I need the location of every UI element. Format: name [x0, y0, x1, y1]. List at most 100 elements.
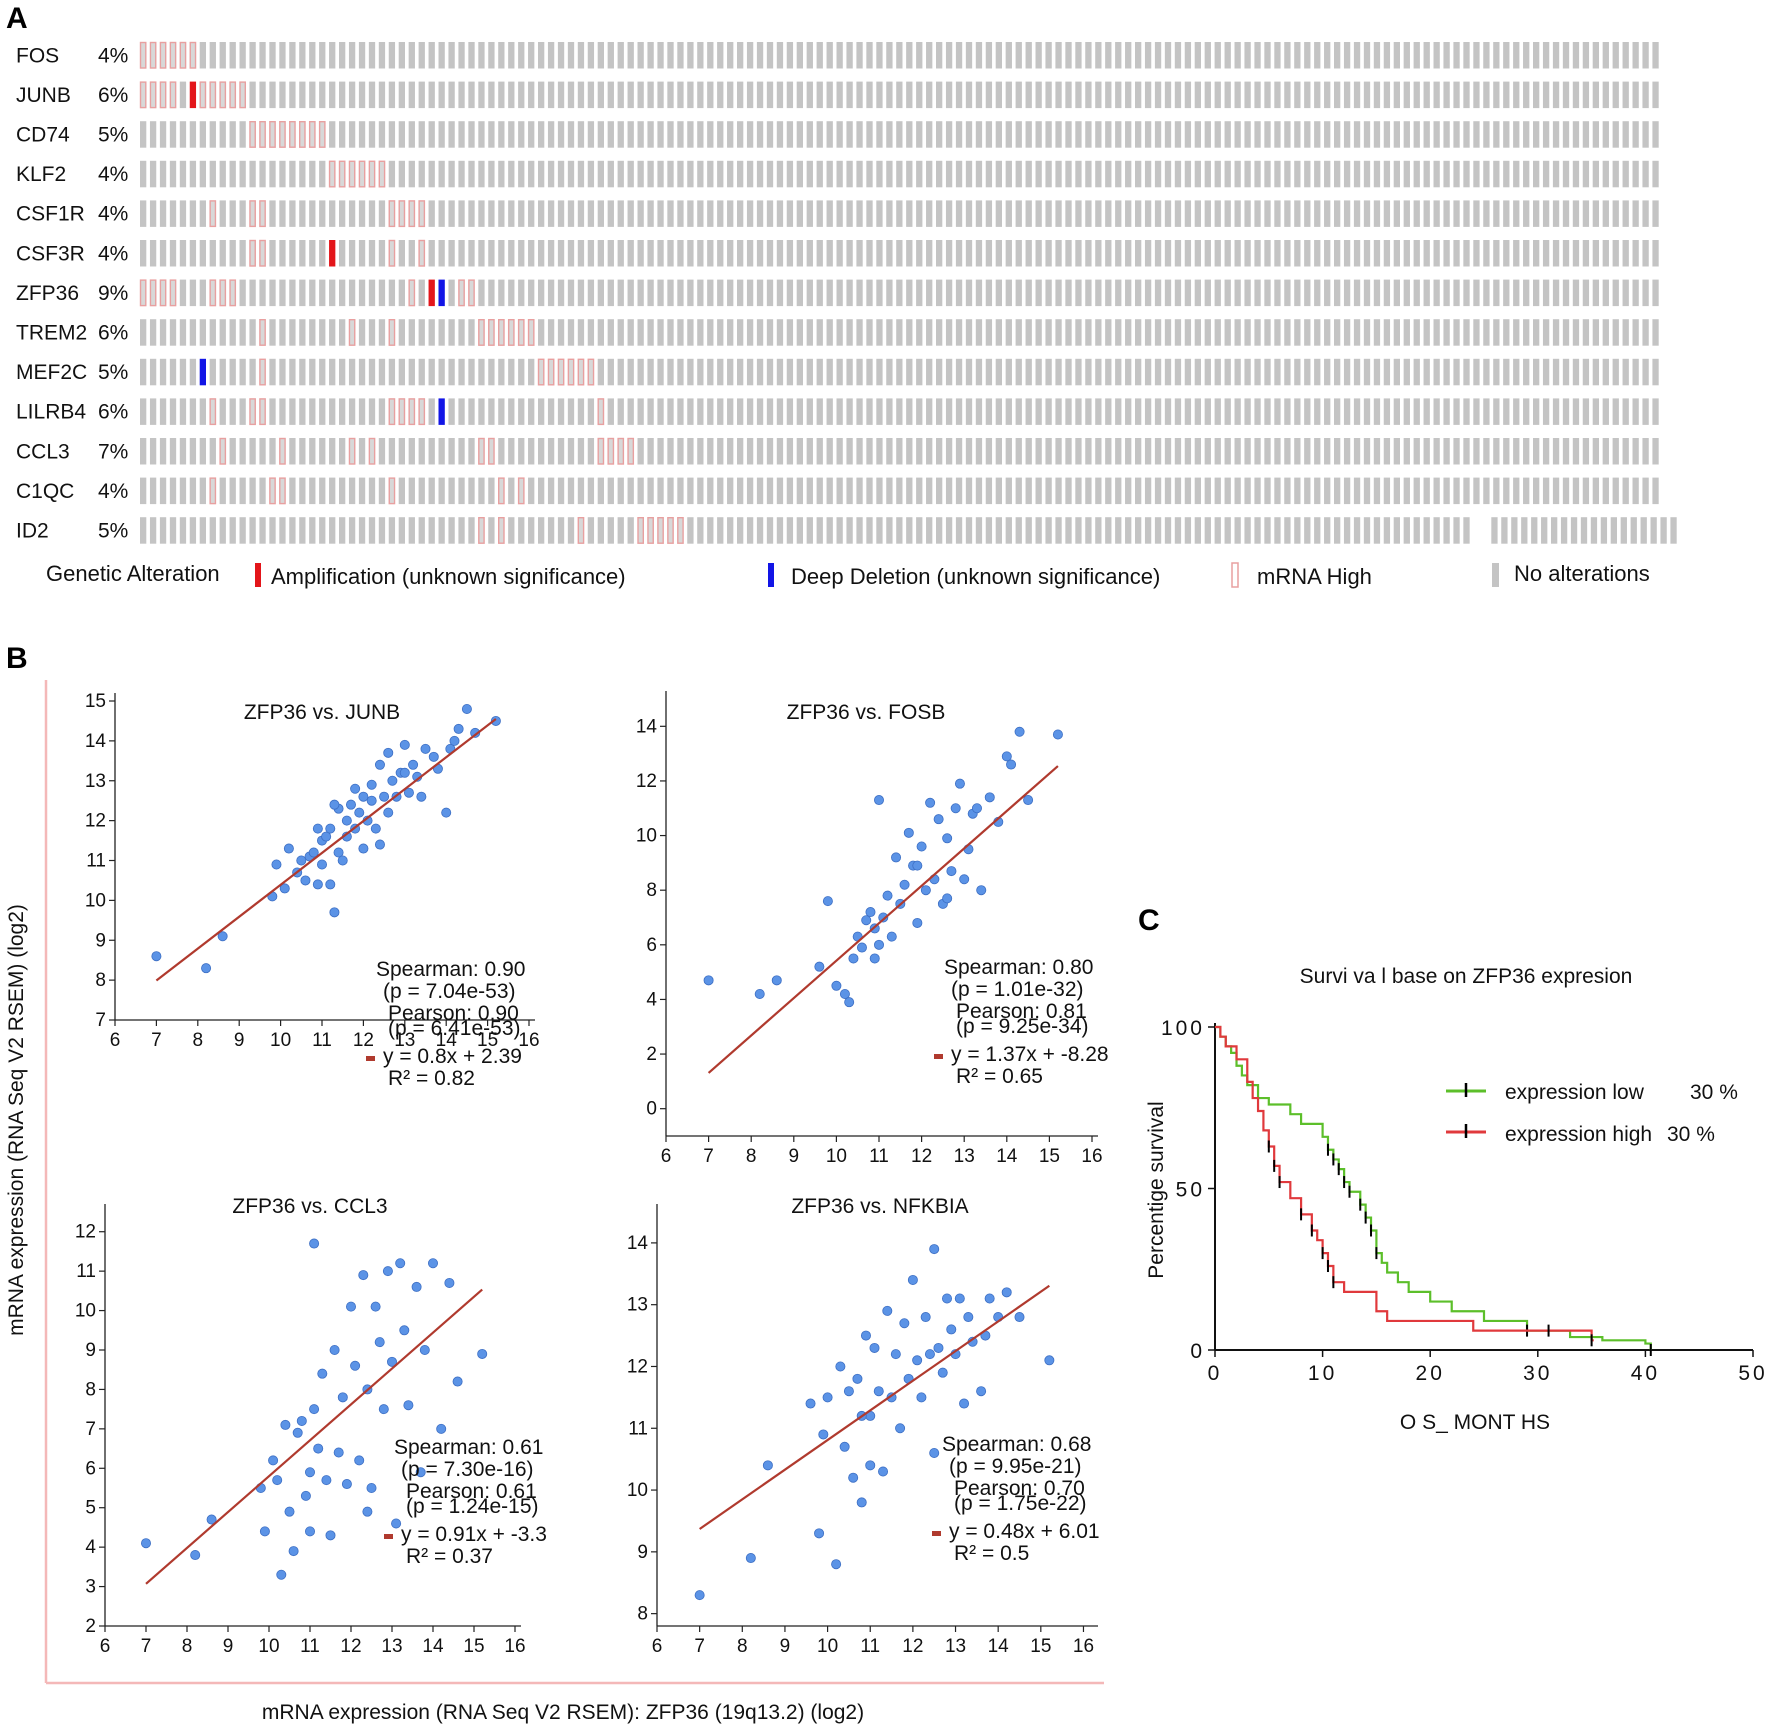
- cell-no-alteration: [886, 438, 893, 465]
- x-tick-label: 9: [780, 1636, 791, 1657]
- cell-no-alteration: [1413, 438, 1420, 465]
- cell-no-alteration: [1274, 160, 1281, 188]
- cell-no-alteration: [140, 438, 147, 465]
- cell-no-alteration: [1224, 121, 1231, 148]
- cell-no-alteration: [1164, 477, 1172, 505]
- x-tick-label: 9: [234, 1030, 245, 1051]
- km-x-tick-label: 40: [1631, 1362, 1660, 1385]
- cell-mrna-high: [209, 279, 217, 307]
- cell-no-alteration: [557, 81, 565, 109]
- cell-no-alteration: [1264, 81, 1271, 109]
- cell-no-alteration: [906, 240, 913, 267]
- cell-no-alteration: [1184, 121, 1192, 148]
- cell-no-alteration: [876, 160, 883, 188]
- cell-no-alteration: [358, 279, 366, 307]
- cell-no-alteration: [1483, 121, 1490, 148]
- cell-no-alteration: [378, 121, 386, 148]
- cell-no-alteration: [906, 121, 913, 148]
- cell-no-alteration: [1254, 358, 1261, 386]
- cell-no-alteration: [348, 81, 356, 109]
- cell-no-alteration: [169, 319, 177, 346]
- cell-no-alteration: [1184, 240, 1192, 267]
- cell-no-alteration: [1284, 279, 1291, 307]
- cell-no-alteration: [1144, 398, 1152, 425]
- cell-no-alteration: [677, 240, 684, 267]
- cell-no-alteration: [159, 438, 167, 465]
- data-point: [366, 779, 377, 790]
- cell-no-alteration: [975, 240, 983, 267]
- x-tick-label: 16: [1081, 1146, 1102, 1167]
- cell-no-alteration: [826, 438, 833, 465]
- cell-no-alteration: [159, 477, 167, 505]
- cell-no-alteration: [1214, 319, 1221, 346]
- cell-no-alteration: [239, 160, 246, 188]
- cell-no-alteration: [1055, 319, 1062, 346]
- cell-no-alteration: [1363, 319, 1371, 346]
- cell-no-alteration: [936, 42, 943, 69]
- cell-mrna-high: [408, 200, 416, 228]
- cell-no-alteration: [727, 438, 734, 465]
- cell-no-alteration: [1562, 81, 1570, 109]
- cell-no-alteration: [428, 398, 435, 425]
- cell-no-alteration: [1324, 279, 1331, 307]
- cell-no-alteration: [1314, 240, 1321, 267]
- cell-no-alteration: [1045, 358, 1052, 386]
- cell-mrna-high: [259, 239, 266, 267]
- cell-no-alteration: [1612, 200, 1619, 227]
- cell-no-alteration: [1194, 358, 1201, 386]
- cell-no-alteration: [478, 42, 485, 69]
- cell-no-alteration: [796, 358, 803, 386]
- cell-no-alteration: [1503, 121, 1510, 148]
- cell-no-alteration: [418, 358, 425, 386]
- cell-no-alteration: [985, 517, 993, 544]
- cell-no-alteration: [1373, 160, 1381, 188]
- cell-no-alteration: [1234, 517, 1241, 544]
- data-point: [304, 1467, 315, 1478]
- cell-no-alteration: [737, 121, 744, 148]
- data-point: [329, 1345, 340, 1356]
- cell-no-alteration: [1610, 517, 1617, 544]
- cell-no-alteration: [1025, 398, 1032, 425]
- cell-no-alteration: [1562, 398, 1570, 425]
- cell-no-alteration: [199, 121, 206, 148]
- cell-no-alteration: [1590, 517, 1598, 544]
- data-point: [490, 715, 501, 726]
- cell-no-alteration: [697, 398, 704, 425]
- data-point: [350, 783, 361, 794]
- cell-no-alteration: [1513, 42, 1520, 69]
- cell-no-alteration: [1373, 438, 1381, 465]
- cell-no-alteration: [1244, 81, 1251, 109]
- data-point: [946, 866, 957, 877]
- cell-no-alteration: [1115, 477, 1122, 505]
- y-tick-label: 11: [86, 851, 106, 872]
- cell-no-alteration: [547, 477, 555, 505]
- cell-no-alteration: [1075, 160, 1082, 188]
- cell-no-alteration: [1582, 398, 1590, 425]
- cell-no-alteration: [1632, 477, 1639, 505]
- cell-no-alteration: [518, 200, 525, 227]
- cell-no-alteration: [945, 358, 953, 386]
- cell-no-alteration: [1214, 358, 1221, 386]
- cell-no-alteration: [647, 477, 654, 505]
- cell-no-alteration: [1164, 319, 1172, 346]
- cell-no-alteration: [896, 200, 903, 227]
- cell-no-alteration: [1353, 200, 1361, 227]
- cell-no-alteration: [1582, 319, 1590, 346]
- cell-no-alteration: [1115, 517, 1122, 544]
- cell-no-alteration: [528, 81, 535, 109]
- cell-no-alteration: [1085, 477, 1092, 505]
- gene-label-fos: FOS: [16, 44, 59, 67]
- fit-equation: y = 0.8x + 2.39: [383, 1045, 522, 1068]
- onco-row-c1qc: [140, 477, 1659, 505]
- cell-no-alteration: [189, 438, 197, 465]
- cell-no-alteration: [1224, 398, 1231, 425]
- x-tick-label: 14: [996, 1146, 1018, 1167]
- cell-no-alteration: [776, 81, 784, 109]
- cell-no-alteration: [965, 200, 973, 227]
- cell-no-alteration: [985, 81, 993, 109]
- cell-no-alteration: [1224, 160, 1231, 188]
- cell-no-alteration: [458, 200, 465, 227]
- cell-no-alteration: [189, 477, 197, 505]
- cell-no-alteration: [1612, 279, 1619, 307]
- cell-no-alteration: [985, 200, 993, 227]
